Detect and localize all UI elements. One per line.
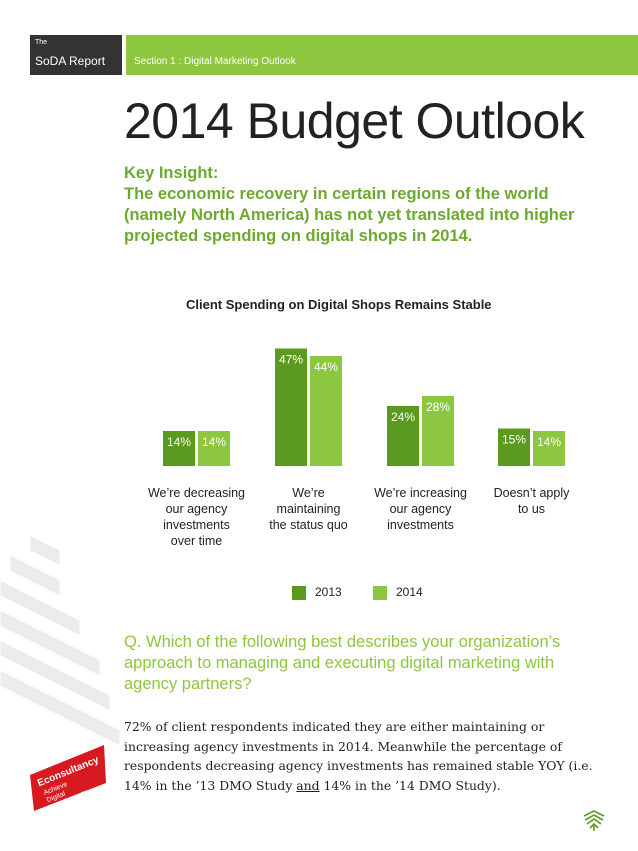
header-brand-block: The SoDA Report (30, 35, 122, 75)
category-label-line: investments (387, 518, 454, 532)
leaf-icon (583, 810, 605, 831)
header-brand: SoDA Report (35, 54, 106, 68)
category-label-line: to us (517, 502, 546, 516)
legend-swatch-2014 (373, 585, 387, 600)
header-the: The (35, 39, 48, 46)
legend-swatch-2013 (292, 585, 306, 600)
category-label-line: We’re increasing (374, 486, 467, 500)
category-label-line: We’re decreasing (147, 486, 246, 500)
bar-label-2014-3: 14% (537, 435, 561, 449)
page-title: 2014 Budget Outlook (124, 93, 585, 149)
category-label-line: Doesn’t apply (493, 486, 570, 500)
decorative-stair-pattern (0, 534, 120, 747)
body-paragraph: 72% of client respondents indicated they… (124, 717, 604, 795)
category-label-2: We’re increasing our agency investments (359, 485, 483, 533)
econsultancy-logo: Econsultancy Achieve Digital Excellence™ (30, 745, 106, 811)
header-section-block: Section 1 : Digital Marketing Outlook (126, 35, 638, 75)
category-label-0: We’re decreasing our agency investments ove… (135, 485, 259, 549)
section-label: Section 1 : Digital Marketing Outlook (134, 56, 296, 67)
bar-label-2013-2: 24% (391, 410, 415, 424)
legend-item-2013: 2013 (292, 585, 342, 600)
category-label-1: We’re maintaining the status quo (247, 485, 371, 533)
bar-2013-1 (275, 348, 307, 466)
legend-item-2014: 2014 (373, 585, 423, 600)
bar-2014-0 (198, 431, 230, 466)
body-text-part2: 14% in the ’14 DMO Study). (319, 777, 501, 793)
bar-2014-3 (533, 431, 565, 466)
category-label-line: our agency (389, 502, 452, 516)
body-text-underlined: and (296, 777, 320, 793)
bar-label-2013-1: 47% (279, 353, 303, 367)
bar-2013-0 (163, 431, 195, 466)
bar-label-2013-3: 15% (502, 433, 526, 447)
bar-label-2014-1: 44% (314, 360, 338, 374)
key-insight-heading: Key Insight: (124, 164, 219, 182)
category-label-line: the status quo (269, 518, 348, 532)
bar-2014-1 (310, 356, 342, 466)
body-text-part1: 72% of client respondents indicated they… (124, 719, 593, 793)
bar-2013-2 (387, 406, 419, 466)
legend-label-2014: 2014 (396, 585, 423, 599)
category-label-line: maintaining (276, 502, 341, 516)
chart-title: Client Spending on Digital Shops Remains… (186, 297, 492, 312)
survey-question: Q. Which of the following best describes… (124, 633, 561, 693)
key-insight: Key Insight: The economic recovery in ce… (124, 163, 604, 247)
category-label-3: Doesn’t apply to us (470, 485, 594, 517)
category-label-line: We’re (292, 486, 325, 500)
bar-2013-3 (498, 428, 530, 466)
bar-chart: 14% 14% 47% 44% 24% 28% 15% 14% (163, 348, 565, 466)
bar-label-2014-2: 28% (426, 400, 450, 414)
bar-2014-2 (422, 396, 454, 466)
legend-label-2013: 2013 (315, 585, 342, 599)
category-label-line: over time (170, 534, 223, 548)
bar-label-2013-0: 14% (167, 435, 191, 449)
category-label-line: investments (163, 518, 230, 532)
category-label-line: our agency (165, 502, 228, 516)
key-insight-text: The economic recovery in certain regions… (124, 185, 575, 245)
bar-label-2014-0: 14% (202, 435, 226, 449)
